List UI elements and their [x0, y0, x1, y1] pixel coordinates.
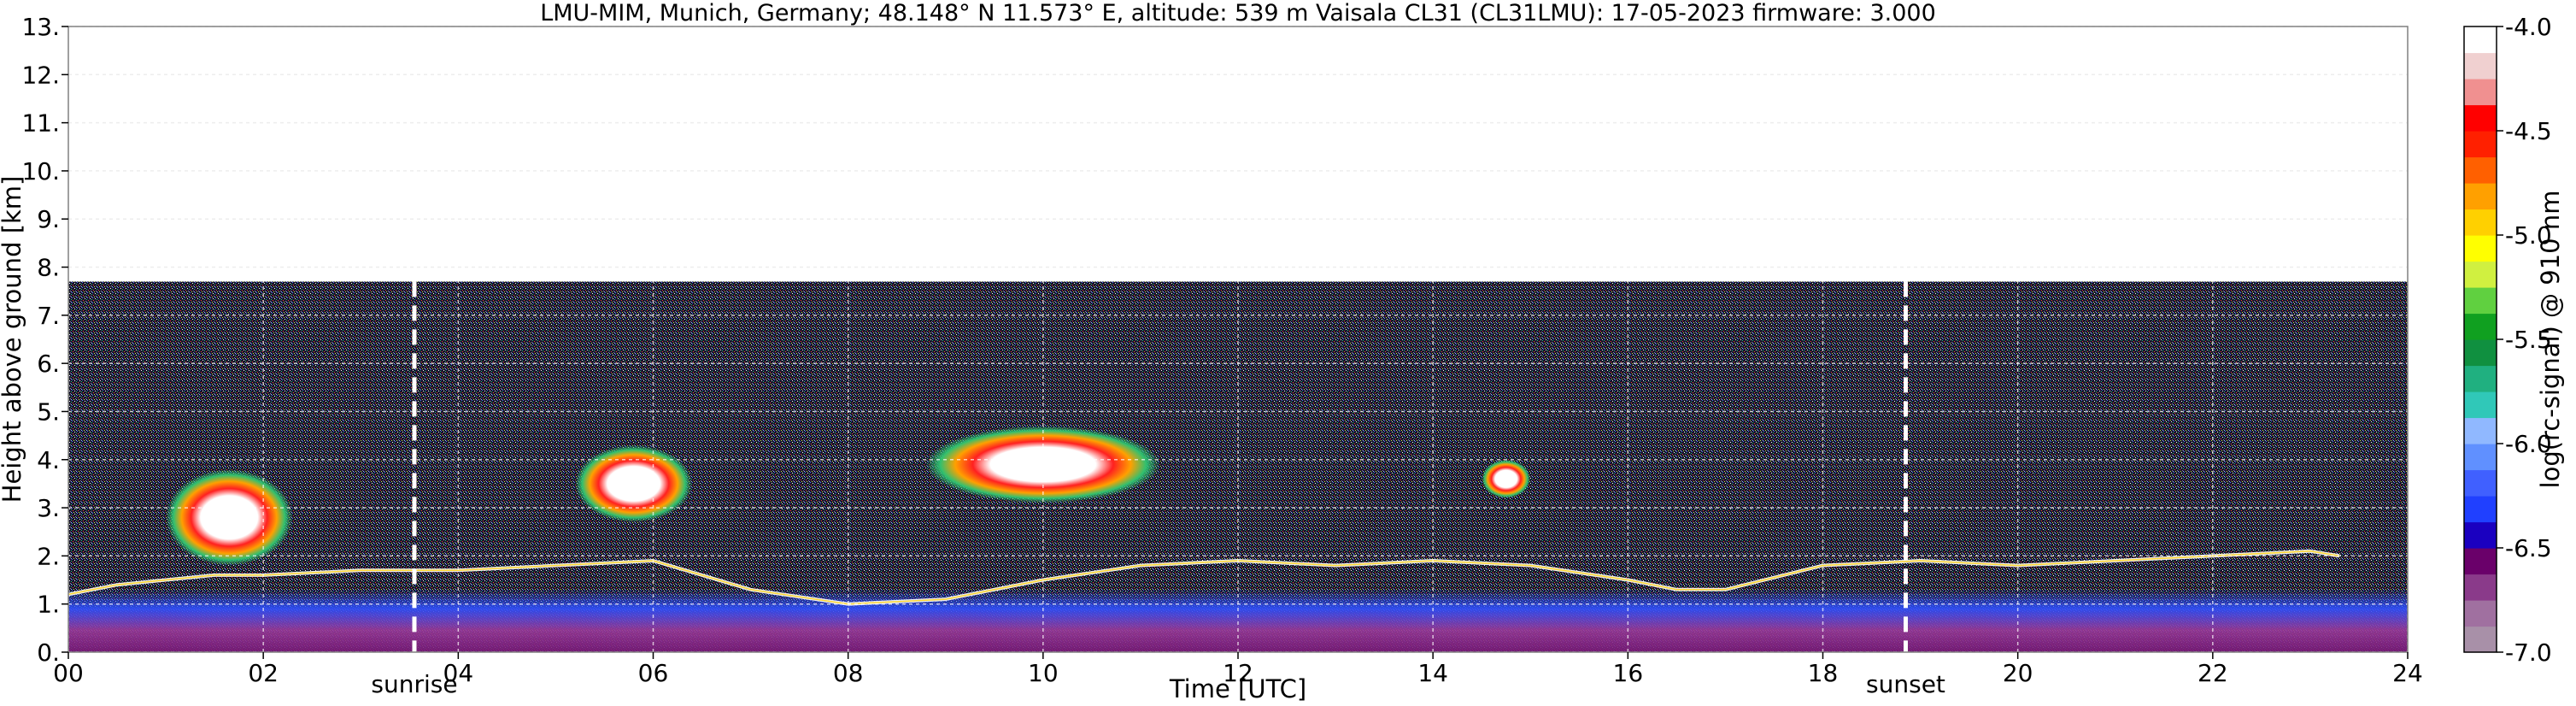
grid-lines: [67, 26, 2409, 653]
x-tick-label: 18: [1808, 659, 1839, 687]
y-tick-label: 0.: [37, 638, 60, 667]
colorbar-segment: [2464, 209, 2497, 236]
x-axis: 00 02 04 06 08 10 12 14 16 18 20 22 24: [53, 652, 2423, 687]
colorbar-segment: [2464, 313, 2497, 340]
colorbar-segment: [2464, 574, 2497, 601]
colorbar-segment: [2464, 339, 2497, 367]
colorbar-segment: [2464, 104, 2497, 132]
boundary-layer-top-core: [68, 550, 2340, 605]
colorbar-segment: [2464, 52, 2497, 79]
y-axis-label: Height above ground [km]: [0, 176, 26, 503]
colorbar-segment: [2464, 600, 2497, 627]
colorbar-segment: [2464, 417, 2497, 444]
x-tick-label: 06: [638, 659, 669, 687]
y-tick-label: 4.: [37, 446, 60, 474]
colorbar-tick-label: -6.0: [2505, 430, 2552, 458]
colorbar-segment: [2464, 444, 2497, 471]
x-tick-label: 00: [53, 659, 84, 687]
x-tick-label: 02: [248, 659, 279, 687]
colorbar-segment: [2464, 469, 2497, 497]
colorbar-segment: [2464, 626, 2497, 653]
y-tick-label: 5.: [37, 397, 60, 426]
y-axis: 0. 1. 2. 3. 4. 5. 6. 7. 8. 9. 10. 11. 12. 13.: [21, 13, 68, 667]
colorbar-tick-label: -4.0: [2505, 13, 2552, 41]
x-tick-label: 24: [2392, 659, 2423, 687]
y-tick-label: 11.: [21, 109, 60, 138]
colorbar-tick-label: -7.0: [2505, 638, 2552, 667]
colorbar-segment: [2464, 235, 2497, 262]
colorbar-tick-label: -5.5: [2505, 326, 2552, 354]
colorbar-tick-label: -4.5: [2505, 117, 2552, 145]
y-tick-label: 7.: [37, 302, 60, 330]
x-tick-label: 20: [2003, 659, 2033, 687]
colorbar-segment: [2464, 365, 2497, 392]
y-tick-label: 8.: [37, 254, 60, 282]
colorbar-segment: [2464, 521, 2497, 549]
x-tick-label: 08: [833, 659, 864, 687]
y-tick-label: 1.: [37, 591, 60, 619]
y-tick-label: 13.: [21, 13, 60, 41]
colorbar-segment: [2464, 79, 2497, 106]
colorbar-segment: [2464, 26, 2497, 54]
x-tick-label: 14: [1417, 659, 1448, 687]
aerosol-layer: [68, 589, 2408, 652]
colorbar-segment: [2464, 548, 2497, 575]
sunset-label: sunset: [1866, 670, 1945, 698]
cloud-1: [166, 469, 293, 566]
cloud-4: [1482, 459, 1531, 498]
sunrise-label: sunrise: [371, 670, 457, 698]
y-tick-label: 10.: [21, 157, 60, 185]
y-tick-label: 2.: [37, 542, 60, 570]
cloud-2: [575, 444, 693, 522]
colorbar: -7.0 -6.5 -6.0 -5.5 -5.0 -4.5 -4.0: [2463, 13, 2552, 667]
colorbar-label: log(rc-signal) @ 910 nm: [2536, 191, 2565, 489]
x-axis-label: Time [UTC]: [1169, 674, 1306, 703]
event-lines: sunrise sunset: [371, 281, 1945, 698]
y-tick-label: 3.: [37, 494, 60, 522]
x-tick-label: 04: [443, 659, 474, 687]
colorbar-segment: [2464, 261, 2497, 288]
colorbar-segment: [2464, 391, 2497, 419]
colorbar-segment: [2464, 496, 2497, 523]
x-tick-label: 12: [1223, 659, 1253, 687]
colorbar-segment: [2464, 131, 2497, 158]
y-tick-label: 9.: [37, 205, 60, 233]
x-tick-label: 10: [1028, 659, 1059, 687]
colorbar-segment: [2464, 183, 2497, 210]
colorbar-tick-label: -6.5: [2505, 534, 2552, 562]
y-tick-label: 12.: [21, 61, 60, 89]
x-tick-label: 16: [1613, 659, 1644, 687]
y-tick-label: 6.: [37, 350, 60, 378]
colorbar-tick-label: -5.0: [2505, 221, 2552, 250]
colorbar-segment: [2464, 156, 2497, 184]
colorbar-segment: [2464, 287, 2497, 315]
x-tick-label: 22: [2198, 659, 2228, 687]
chart-title: LMU-MIM, Munich, Germany; 48.148° N 11.5…: [540, 0, 1936, 26]
